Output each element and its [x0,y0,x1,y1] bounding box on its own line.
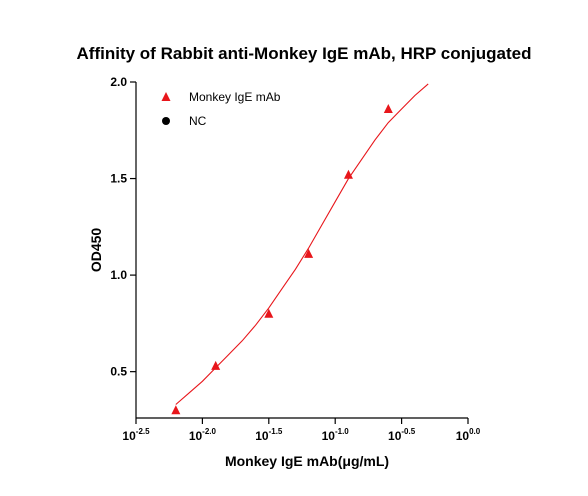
x-tick-label: 100.0 [456,427,481,443]
chart-title: Affinity of Rabbit anti-Monkey IgE mAb, … [77,44,532,63]
y-tick-label: 2.0 [110,75,127,89]
x-axis-title: Monkey IgE mAb(μg/mL) [225,453,389,469]
legend-marker-circle [162,117,170,125]
data-point-triangle [264,308,274,318]
x-tick-label: 10-2.0 [189,427,217,443]
data-point-triangle [211,360,221,370]
x-tick-label: 10-0.5 [388,427,416,443]
fit-curve-line [175,83,429,405]
x-tick-label: 10-2.5 [122,427,150,443]
y-tick-label: 0.5 [110,365,127,379]
legend: Monkey IgE mAb NC [161,90,281,128]
legend-label: NC [189,114,207,128]
y-tick-label: 1.5 [110,172,127,186]
fit-curve-layer [175,83,429,405]
legend-marker-triangle [161,92,171,101]
data-points-layer [171,104,393,415]
y-axis: 0.5 1.0 1.5 2.0 [110,75,137,418]
data-point-triangle [343,169,353,179]
data-point-triangle [171,405,181,415]
y-axis-title: OD450 [88,228,104,273]
legend-label: Monkey IgE mAb [189,90,281,104]
x-tick-label: 10-1.0 [322,427,350,443]
x-axis: 10-2.5 10-2.0 10-1.5 10-1.0 10-0.5 100.0 [122,417,481,443]
x-tick-label: 10-1.5 [255,427,283,443]
y-tick-label: 1.0 [110,268,127,282]
data-point-triangle [383,104,393,114]
data-point-triangle [304,248,314,258]
